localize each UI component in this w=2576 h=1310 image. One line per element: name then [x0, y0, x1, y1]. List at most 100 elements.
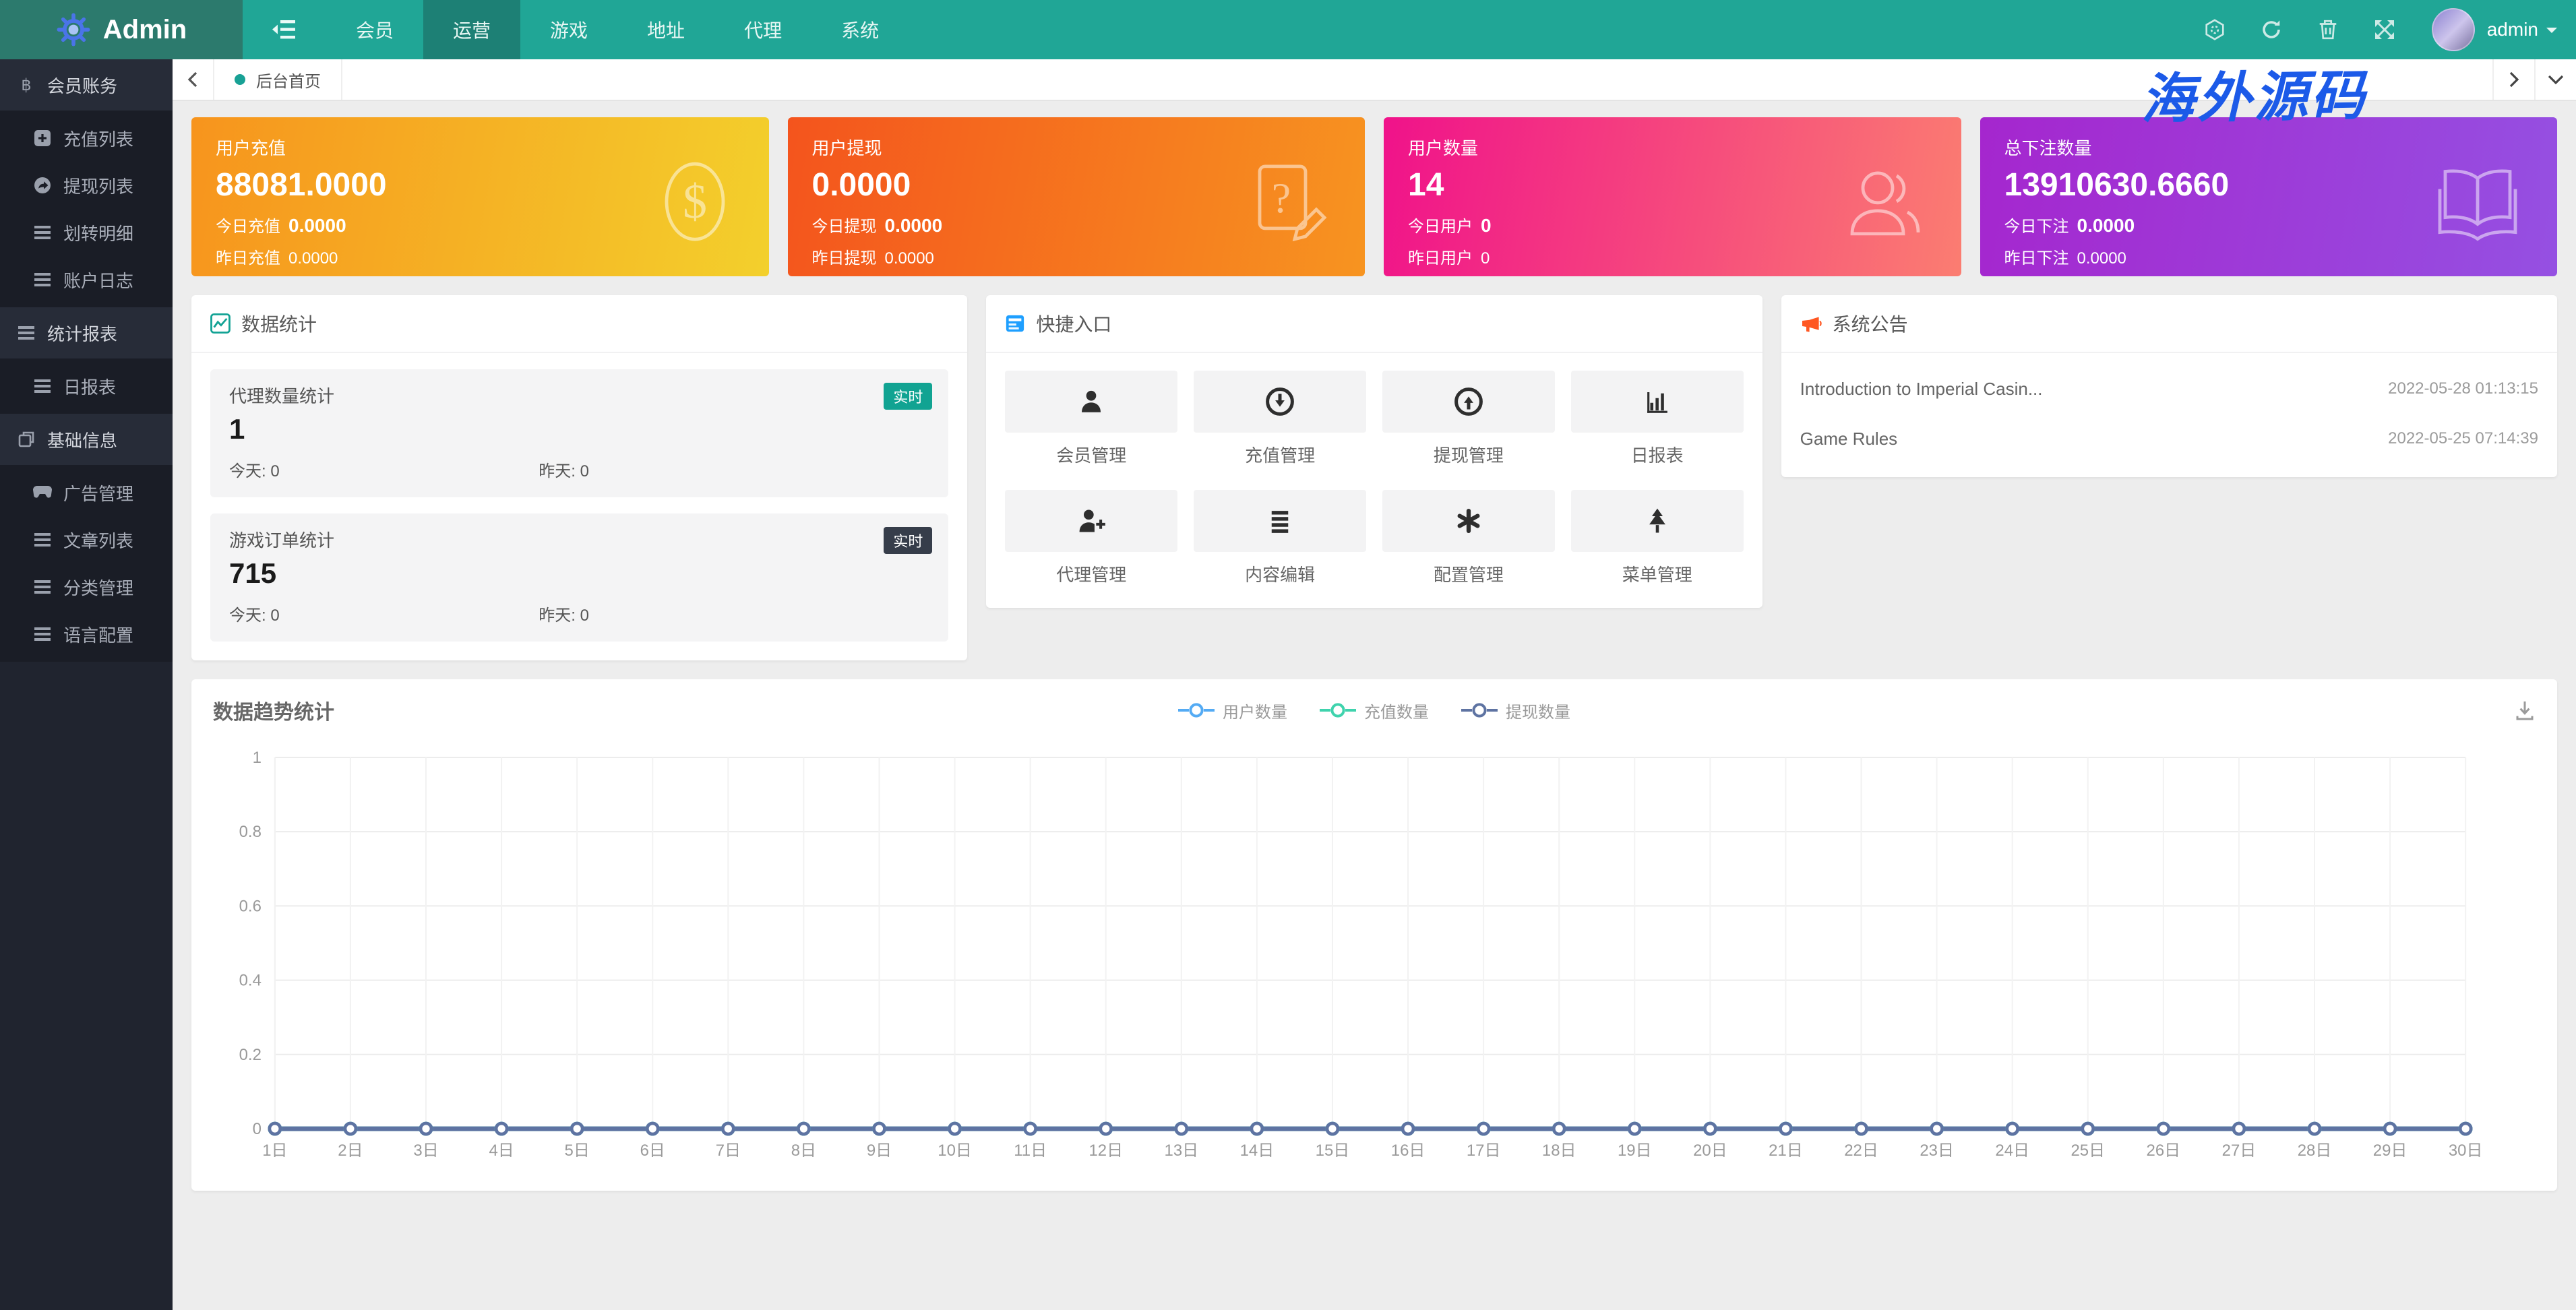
sidebar-item-article-list[interactable]: 文章列表 [0, 516, 173, 563]
sidebar-item-withdraw-list[interactable]: 提现列表 [0, 162, 173, 209]
collapse-sidebar-button[interactable] [243, 0, 326, 59]
svg-text:?: ? [1272, 174, 1291, 222]
quick-entry-menu-management[interactable]: 菜单管理 [1571, 490, 1744, 586]
sidebar-group-statistics[interactable]: 统计报表 [0, 307, 173, 358]
tab-scroll-left-button[interactable] [173, 59, 214, 100]
menu-item-operations[interactable]: 运营 [423, 0, 520, 59]
list-icon [32, 379, 53, 394]
svg-text:5日: 5日 [565, 1142, 590, 1160]
quick-entry-agent-management[interactable]: 代理管理 [1005, 490, 1177, 586]
stat-card-total-bets: 总下注数量 13910630.6660 今日下注0.0000 昨日下注0.000… [1980, 117, 2558, 276]
panel-title: 系统公告 [1833, 310, 1908, 337]
announcement-text: Introduction to Imperial Casin... [1800, 379, 2043, 400]
user-menu[interactable]: admin [2487, 19, 2557, 40]
sidebar-item-transfer-detail[interactable]: 划转明细 [0, 209, 173, 256]
sidebar-item-label: 广告管理 [63, 480, 133, 505]
caret-down-icon [2546, 28, 2557, 38]
menu-item-system[interactable]: 系统 [811, 0, 909, 59]
quick-entry-content-editor[interactable]: 内容编辑 [1194, 490, 1366, 586]
tab-menu-dropdown-button[interactable] [2534, 59, 2576, 100]
chart-title: 数据趋势统计 [213, 695, 334, 725]
menu-item-games[interactable]: 游戏 [520, 0, 617, 59]
legend-item[interactable]: 用户数量 [1178, 699, 1287, 722]
user-plus-icon [1076, 506, 1106, 536]
quick-entry-config-management[interactable]: 配置管理 [1382, 490, 1555, 586]
quick-entry-tile [1194, 490, 1366, 552]
bitcoin-icon: ฿ [16, 75, 36, 95]
quick-entry-label: 提现管理 [1382, 442, 1555, 467]
data-statistics-body: 代理数量统计 实时 1 今天: 0 昨天: 0 游戏订单统计 实时 715 [191, 353, 967, 660]
quick-entry-panel: 快捷入口 会员管理 [986, 295, 1762, 608]
outdent-icon [272, 20, 297, 40]
navbar-actions: admin [2186, 0, 2576, 59]
sidebar-group-basic-info[interactable]: 基础信息 [0, 414, 173, 465]
announcement-item[interactable]: Game Rules 2022-05-25 07:14:39 [1781, 414, 2557, 464]
svg-text:19日: 19日 [1618, 1142, 1652, 1160]
quick-entry-daily-report[interactable]: 日报表 [1571, 371, 1744, 467]
list-icon [32, 627, 53, 642]
window-icon [1005, 313, 1025, 334]
hexagon-icon[interactable] [2186, 0, 2243, 59]
stat-card-title: 用户数量 [1408, 135, 1937, 160]
svg-text:27日: 27日 [2222, 1142, 2257, 1160]
sidebar-group-label: 基础信息 [47, 427, 117, 452]
main-menu: 会员 运营 游戏 地址 代理 系统 [243, 0, 909, 59]
sidebar-item-label: 分类管理 [63, 575, 133, 600]
svg-text:14日: 14日 [1240, 1142, 1275, 1160]
gamepad-icon [32, 486, 53, 499]
brand-logo[interactable]: Admin [0, 0, 243, 59]
menu-item-agents[interactable]: 代理 [714, 0, 811, 59]
trash-icon[interactable] [2300, 0, 2356, 59]
stat-cards-row: 用户充值 88081.0000 今日充值0.0000 昨日充值0.0000 $ … [191, 117, 2557, 276]
svg-text:16日: 16日 [1391, 1142, 1425, 1160]
tab-bar: 后台首页 [173, 59, 2576, 101]
sidebar-item-label: 划转明细 [63, 220, 133, 245]
svg-text:1日: 1日 [262, 1142, 287, 1160]
sidebar-item-account-log[interactable]: 账户日志 [0, 256, 173, 303]
sidebar-item-ad-management[interactable]: 广告管理 [0, 469, 173, 516]
user-avatar[interactable] [2432, 8, 2475, 51]
asterisk-icon [1454, 507, 1483, 535]
main-content: 用户充值 88081.0000 今日充值0.0000 昨日充值0.0000 $ … [173, 101, 2576, 1310]
tab-dashboard-home[interactable]: 后台首页 [214, 59, 342, 100]
file-question-icon: ? [1246, 158, 1330, 250]
download-icon[interactable] [2514, 699, 2536, 721]
sidebar-item-recharge-list[interactable]: 充值列表 [0, 115, 173, 162]
svg-text:17日: 17日 [1467, 1142, 1501, 1160]
agent-count-stat-card: 代理数量统计 实时 1 今天: 0 昨天: 0 [210, 369, 948, 497]
refresh-icon[interactable] [2243, 0, 2300, 59]
share-icon [32, 177, 53, 193]
sidebar-item-category-management[interactable]: 分类管理 [0, 563, 173, 611]
plus-square-icon [32, 130, 53, 146]
dollar-coin-icon: $ [656, 157, 734, 251]
svg-text:0.4: 0.4 [239, 972, 262, 990]
stat-footer: 今天: 0 昨天: 0 [229, 458, 929, 481]
trend-chart-svg: 00.20.40.60.811日2日3日4日5日6日7日8日9日10日11日12… [208, 741, 2541, 1180]
menu-item-members[interactable]: 会员 [326, 0, 423, 59]
quick-entry-recharge-management[interactable]: 充值管理 [1194, 371, 1366, 467]
legend-item[interactable]: 提现数量 [1461, 699, 1570, 722]
tab-scroll-right-button[interactable] [2492, 59, 2534, 100]
menu-item-address[interactable]: 地址 [617, 0, 714, 59]
svg-text:11日: 11日 [1014, 1142, 1047, 1160]
sidebar-group-member-accounting[interactable]: ฿ 会员账务 [0, 59, 173, 111]
quick-entry-member-management[interactable]: 会员管理 [1005, 371, 1177, 467]
svg-text:0.6: 0.6 [239, 897, 262, 915]
sidebar-item-label: 语言配置 [63, 622, 133, 647]
sidebar-item-daily-report[interactable]: 日报表 [0, 363, 173, 410]
sidebar-group-children: 充值列表 提现列表 划转明细 账户日志 [0, 111, 173, 307]
quick-entry-withdraw-management[interactable]: 提现管理 [1382, 371, 1555, 467]
quick-entry-label: 代理管理 [1005, 561, 1177, 586]
legend-item[interactable]: 充值数量 [1320, 699, 1429, 722]
chart-legend: 用户数量 充值数量 提现数量 [1178, 699, 1570, 722]
sidebar-item-language-config[interactable]: 语言配置 [0, 611, 173, 658]
stat-card-user-recharge: 用户充值 88081.0000 今日充值0.0000 昨日充值0.0000 $ [191, 117, 769, 276]
top-navbar: Admin 会员 运营 游戏 地址 代理 系统 [0, 0, 2576, 59]
svg-text:0: 0 [253, 1120, 262, 1138]
fullscreen-icon[interactable] [2356, 0, 2413, 59]
sidebar-group-label: 统计报表 [47, 321, 117, 346]
username-label: admin [2487, 19, 2538, 40]
svg-text:7日: 7日 [716, 1142, 741, 1160]
quick-entry-tile [1194, 371, 1366, 433]
announcement-item[interactable]: Introduction to Imperial Casin... 2022-0… [1781, 364, 2557, 414]
